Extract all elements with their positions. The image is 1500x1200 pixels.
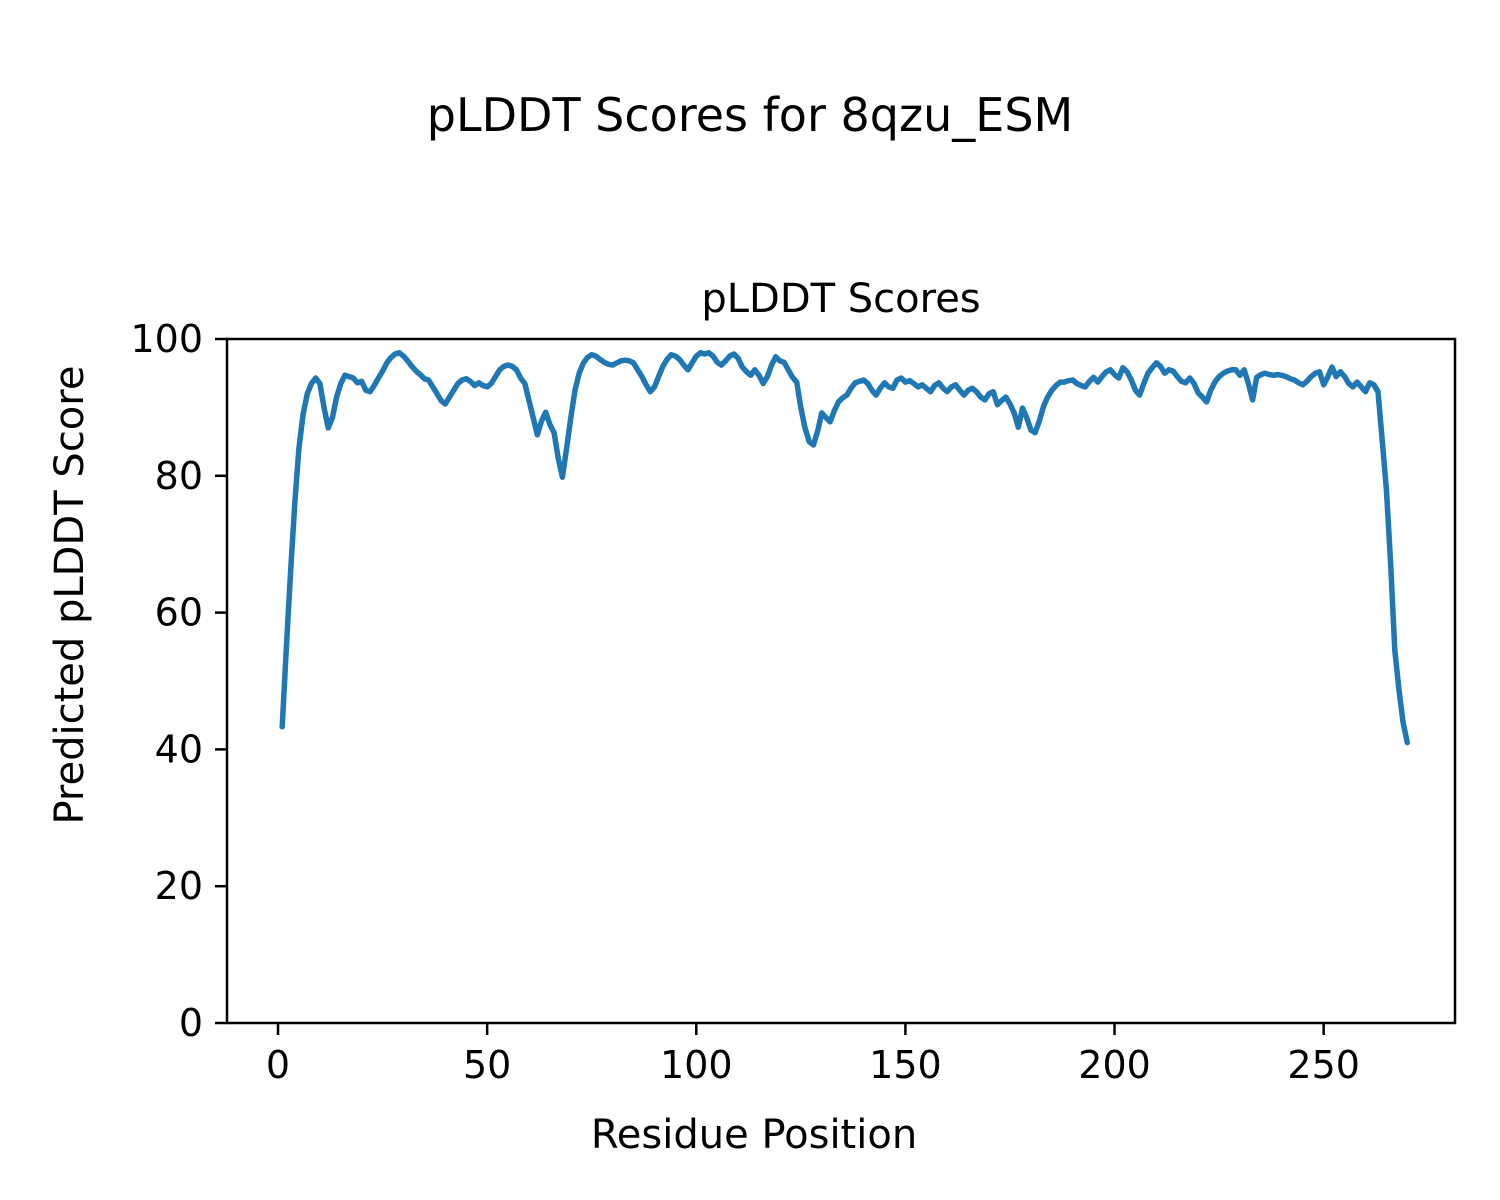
plot-line (279, 349, 1411, 746)
axes-box (225, 337, 1457, 1025)
y-tick-label: 80 (155, 454, 203, 498)
y-tick-label: 20 (155, 864, 203, 908)
y-tick-label: 40 (155, 727, 203, 771)
x-tick-label: 200 (1078, 1043, 1151, 1087)
figure-title: pLDDT Scores for 8qzu_ESM (426, 88, 1074, 142)
y-tick-label: 0 (179, 1001, 203, 1045)
axes-title: pLDDT Scores (701, 276, 981, 322)
y-tick-label: 100 (130, 317, 203, 361)
x-tick-label: 250 (1287, 1043, 1360, 1087)
x-tick-label: 150 (869, 1043, 942, 1087)
x-tick-label: 50 (463, 1043, 511, 1087)
x-tick-label: 100 (660, 1043, 733, 1087)
x-axis-label: Residue Position (590, 1112, 918, 1158)
y-tick-label: 60 (155, 591, 203, 635)
x-tick-label: 0 (266, 1043, 290, 1087)
y-axis-label: Predicted pLDDT Score (47, 365, 93, 825)
